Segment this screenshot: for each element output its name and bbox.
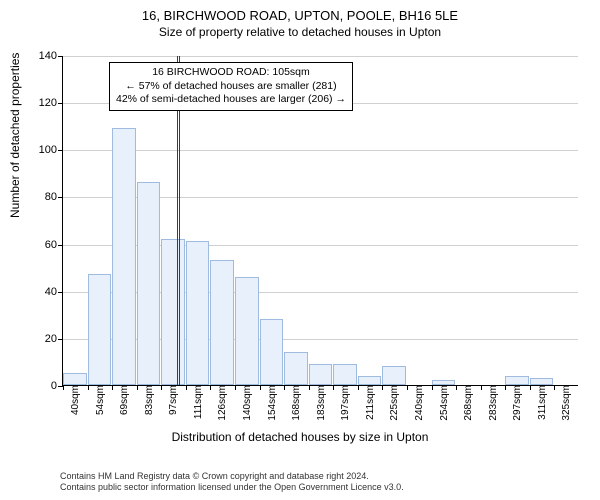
plot-area: 02040608010012014040sqm54sqm69sqm83sqm97… xyxy=(62,56,578,386)
annotation-line1: 16 BIRCHWOOD ROAD: 105sqm xyxy=(116,66,346,80)
chart-container: 16, BIRCHWOOD ROAD, UPTON, POOLE, BH16 5… xyxy=(0,8,600,448)
x-tick-label: 254sqm xyxy=(435,385,450,421)
x-tick-label: 168sqm xyxy=(287,385,302,421)
x-tick-label: 154sqm xyxy=(263,385,278,421)
histogram-bar xyxy=(88,274,112,385)
x-tick-label: 268sqm xyxy=(459,385,474,421)
y-tick-mark xyxy=(58,103,63,104)
annotation-box: 16 BIRCHWOOD ROAD: 105sqm← 57% of detach… xyxy=(109,62,353,111)
histogram-bar xyxy=(63,373,87,385)
histogram-bar xyxy=(235,277,259,385)
x-tick-label: 183sqm xyxy=(312,385,327,421)
histogram-bar xyxy=(358,376,382,385)
x-tick-mark xyxy=(530,385,531,390)
histogram-bar xyxy=(210,260,234,385)
y-tick-mark xyxy=(58,292,63,293)
y-tick-mark xyxy=(58,56,63,57)
annotation-line2: ← 57% of detached houses are smaller (28… xyxy=(116,80,346,94)
histogram-bar xyxy=(260,319,284,385)
gridline xyxy=(63,150,578,151)
x-tick-label: 211sqm xyxy=(361,385,376,420)
x-tick-label: 240sqm xyxy=(410,385,425,421)
x-tick-label: 83sqm xyxy=(140,385,155,415)
chart-title-sub: Size of property relative to detached ho… xyxy=(0,25,600,39)
x-tick-label: 140sqm xyxy=(238,385,253,421)
annotation-line3: 42% of semi-detached houses are larger (… xyxy=(116,93,346,107)
x-tick-mark xyxy=(333,385,334,390)
histogram-bar xyxy=(161,239,185,385)
x-tick-mark xyxy=(210,385,211,390)
gridline xyxy=(63,56,578,57)
chart-title-main: 16, BIRCHWOOD ROAD, UPTON, POOLE, BH16 5… xyxy=(0,8,600,23)
x-tick-mark xyxy=(63,385,64,390)
x-tick-mark xyxy=(112,385,113,390)
x-tick-mark xyxy=(186,385,187,390)
x-tick-label: 111sqm xyxy=(189,385,204,419)
x-tick-mark xyxy=(309,385,310,390)
x-tick-mark xyxy=(260,385,261,390)
x-tick-mark xyxy=(161,385,162,390)
x-tick-label: 126sqm xyxy=(213,385,228,421)
attribution-line1: Contains HM Land Registry data © Crown c… xyxy=(60,471,580,483)
x-tick-label: 69sqm xyxy=(115,385,130,415)
attribution-text: Contains HM Land Registry data © Crown c… xyxy=(60,471,580,494)
x-tick-mark xyxy=(432,385,433,390)
y-tick-mark xyxy=(58,197,63,198)
x-tick-mark xyxy=(284,385,285,390)
histogram-bar xyxy=(112,128,136,385)
histogram-bar xyxy=(284,352,308,385)
y-axis-label: Number of detached properties xyxy=(8,53,22,218)
histogram-bar xyxy=(309,364,333,385)
x-tick-label: 197sqm xyxy=(336,385,351,421)
histogram-bar xyxy=(137,182,161,385)
y-tick-mark xyxy=(58,245,63,246)
attribution-line2: Contains public sector information licen… xyxy=(60,482,580,494)
x-tick-label: 297sqm xyxy=(508,385,523,421)
x-tick-mark xyxy=(235,385,236,390)
y-tick-mark xyxy=(58,339,63,340)
x-tick-mark xyxy=(407,385,408,390)
x-tick-label: 97sqm xyxy=(164,385,179,415)
histogram-bar xyxy=(333,364,357,385)
histogram-bar xyxy=(382,366,406,385)
x-tick-mark xyxy=(358,385,359,390)
y-tick-mark xyxy=(58,150,63,151)
histogram-bar xyxy=(186,241,210,385)
x-tick-mark xyxy=(456,385,457,390)
x-tick-label: 283sqm xyxy=(484,385,499,421)
histogram-bar xyxy=(530,378,554,385)
x-tick-label: 225sqm xyxy=(385,385,400,421)
histogram-bar xyxy=(505,376,529,385)
x-tick-label: 54sqm xyxy=(91,385,106,415)
x-tick-mark xyxy=(88,385,89,390)
x-tick-label: 325sqm xyxy=(557,385,572,421)
x-tick-mark xyxy=(554,385,555,390)
x-tick-label: 311sqm xyxy=(533,385,548,420)
x-tick-mark xyxy=(481,385,482,390)
x-tick-mark xyxy=(137,385,138,390)
x-tick-mark xyxy=(505,385,506,390)
x-tick-label: 40sqm xyxy=(66,385,81,415)
x-axis-label: Distribution of detached houses by size … xyxy=(0,430,600,444)
x-tick-mark xyxy=(382,385,383,390)
